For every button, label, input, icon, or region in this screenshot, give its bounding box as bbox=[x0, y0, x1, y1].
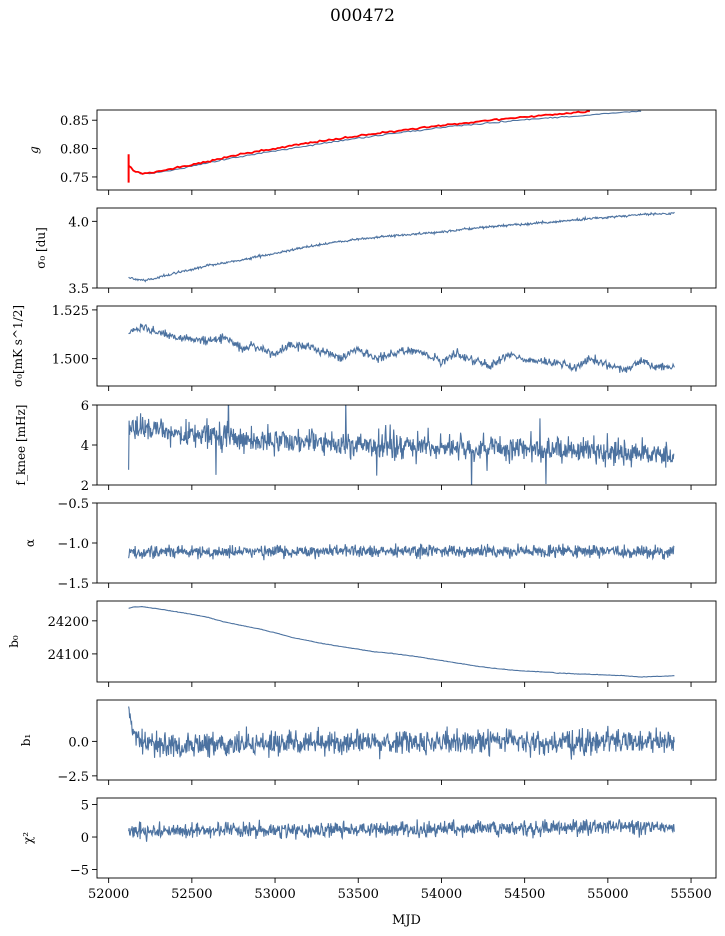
plot-area-g bbox=[127, 110, 642, 183]
ytick-label-fknee-1: 4 bbox=[81, 439, 89, 454]
series-line-b0-1 bbox=[128, 605, 675, 678]
ytick-label-g-1: 0.80 bbox=[60, 143, 89, 158]
panel-b1: −2.5 0.0 b₁ bbox=[19, 699, 717, 785]
figure-title: 000472 bbox=[330, 6, 395, 26]
ylabel-g: g bbox=[27, 146, 41, 154]
xtick-label-7: 55500 bbox=[670, 887, 711, 902]
ytick-label-sigma0-0: 3.5 bbox=[68, 282, 89, 297]
xtick-label-1: 52500 bbox=[171, 887, 212, 902]
ytick-label-g-0: 0.75 bbox=[60, 171, 89, 186]
ytick-label-b0-1: 24200 bbox=[48, 615, 89, 630]
axes-frame-chi2 bbox=[96, 797, 717, 879]
ylabel-b1: b₁ bbox=[19, 734, 33, 747]
axes-frame-sigma0 bbox=[96, 207, 717, 289]
ytick-label-g-2: 0.85 bbox=[60, 114, 89, 129]
series-line-chi2-1 bbox=[128, 819, 675, 842]
panel-chi2: −5 0 5 52000 52500 53000 53500 54000 54500 55000 5… bbox=[21, 797, 717, 902]
plot-area-alpha bbox=[128, 543, 675, 561]
panel-g: 0.75 0.80 0.85 g bbox=[27, 109, 717, 195]
plot-area-b0 bbox=[128, 605, 675, 678]
series-line-g-1 bbox=[128, 110, 642, 175]
axes-frame-b1 bbox=[96, 699, 717, 781]
ylabel-sigma0: σ₀ [du] bbox=[34, 227, 48, 269]
ylabel-chi2: χ² bbox=[21, 832, 35, 844]
series-line-sigma0-mk-1 bbox=[128, 323, 675, 373]
xtick-label-5: 54500 bbox=[504, 887, 545, 902]
series-line-alpha-1 bbox=[128, 543, 675, 561]
axes-frame-fknee bbox=[96, 404, 717, 486]
axes-frame-g bbox=[96, 109, 717, 191]
panel-alpha: −1.5 −1.0 −0.5 α bbox=[23, 497, 717, 592]
ytick-label-chi2-2: 5 bbox=[81, 799, 89, 814]
ytick-label-alpha-2: −0.5 bbox=[57, 497, 89, 512]
plot-area-b1 bbox=[128, 706, 675, 760]
ytick-label-fknee-0: 2 bbox=[81, 479, 89, 494]
ytick-label-b1-0: −2.5 bbox=[57, 770, 89, 785]
series-line-b1-1 bbox=[128, 706, 675, 760]
ytick-label-chi2-0: −5 bbox=[70, 864, 89, 879]
xaxis-label: MJD bbox=[392, 913, 421, 928]
series-line-sigma0-1 bbox=[128, 211, 675, 283]
plot-area-sigma0-mk bbox=[128, 323, 675, 373]
plot-area-chi2 bbox=[128, 819, 675, 842]
ylabel-b0: b₀ bbox=[7, 635, 21, 648]
xtick-label-0: 52000 bbox=[88, 887, 129, 902]
xtick-label-3: 53500 bbox=[338, 887, 379, 902]
ytick-label-alpha-1: −1.0 bbox=[57, 537, 89, 552]
ylabel-fknee: f_knee [mHz] bbox=[14, 405, 28, 486]
ylabel-alpha: α bbox=[23, 539, 37, 547]
xtick-label-6: 55000 bbox=[587, 887, 628, 902]
plot-area-sigma0 bbox=[128, 211, 675, 283]
axes-frame-b0 bbox=[96, 600, 717, 683]
ylabel-sigma0-mk: σ₀[mK s^1/2] bbox=[11, 305, 25, 387]
xtick-label-4: 54000 bbox=[421, 887, 462, 902]
ytick-label-b0-0: 24100 bbox=[48, 648, 89, 663]
ytick-label-sigma0-mk-1: 1.525 bbox=[52, 304, 89, 319]
panel-sigma0: 3.5 4.0 σ₀ [du] bbox=[34, 207, 717, 297]
panel-b0: 24100 24200 b₀ bbox=[7, 600, 717, 687]
series-line-fknee-1 bbox=[128, 405, 675, 485]
ytick-label-sigma0-mk-0: 1.500 bbox=[52, 353, 89, 368]
ytick-label-sigma0-1: 4.0 bbox=[68, 215, 89, 230]
panel-fknee: 2 4 6 f_knee [mHz] bbox=[14, 399, 717, 494]
series-line-g-2 bbox=[128, 110, 590, 175]
plot-area-fknee bbox=[128, 405, 675, 485]
ytick-label-chi2-1: 0 bbox=[81, 831, 89, 846]
ytick-label-b1-1: 0.0 bbox=[68, 735, 89, 750]
ytick-label-fknee-2: 6 bbox=[81, 399, 89, 414]
axes-frame-alpha bbox=[96, 502, 717, 584]
xtick-label-2: 53000 bbox=[254, 887, 295, 902]
panel-sigma0-mk: 1.500 1.525 σ₀[mK s^1/2] bbox=[11, 304, 717, 391]
axes-frame-sigma0-mk bbox=[96, 305, 717, 387]
ytick-label-alpha-0: −1.5 bbox=[57, 577, 89, 592]
